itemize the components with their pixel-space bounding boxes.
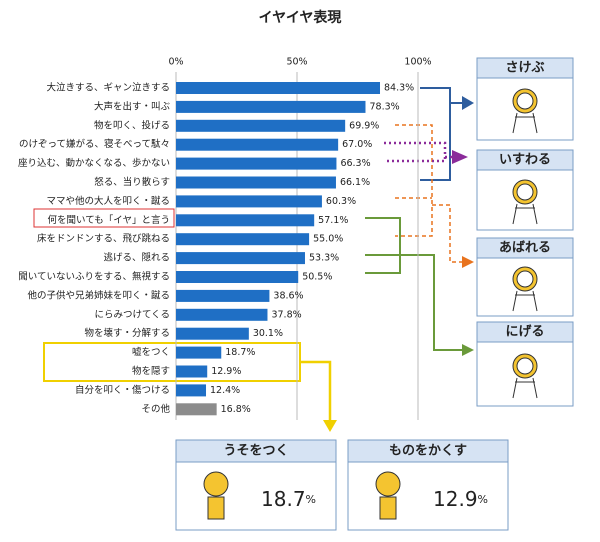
bar	[176, 384, 207, 397]
value-label: 66.1%	[340, 177, 370, 188]
callout-value: 18.7%	[261, 487, 316, 511]
bar	[176, 365, 208, 378]
value-label: 50.5%	[302, 272, 332, 283]
value-label: 12.4%	[210, 385, 240, 396]
category-label: ママや他の大人を叩く・蹴る	[46, 195, 170, 207]
value-label: 69.9%	[349, 120, 379, 131]
category-label: 大声を出す・叫ぶ	[94, 100, 171, 112]
icon	[379, 496, 397, 520]
value-label: 55.0%	[313, 234, 343, 245]
bar	[176, 308, 268, 321]
bar	[176, 176, 336, 189]
value-label: 18.7%	[225, 347, 255, 358]
callout-unit: %	[478, 493, 488, 506]
callout-unit: %	[306, 493, 316, 506]
category-label: 大泣きする、ギャン泣きする	[46, 82, 170, 94]
category-label: 逃げる、隠れる	[103, 252, 170, 264]
category-label: にらみつけてくる	[94, 309, 170, 320]
group-header	[476, 237, 574, 259]
value-label: 16.8%	[221, 404, 251, 415]
value-label: 67.0%	[342, 139, 372, 150]
callout-value: 12.9%	[433, 487, 488, 511]
group-header	[476, 149, 574, 171]
x-tick-label: 100%	[404, 57, 431, 68]
bar	[176, 271, 299, 283]
icon	[512, 290, 538, 312]
bar	[176, 233, 310, 246]
icon	[516, 183, 534, 201]
x-tick-label: 0%	[168, 57, 183, 68]
bar	[176, 82, 381, 94]
bar	[176, 403, 217, 416]
group-label: さけぶ	[505, 61, 544, 76]
value-label: 57.1%	[318, 215, 348, 226]
bar	[176, 214, 315, 227]
callout-number: 12.9	[433, 487, 478, 511]
icon	[207, 496, 225, 520]
value-label: 38.6%	[273, 290, 303, 301]
bar	[176, 289, 270, 302]
value-label: 12.9%	[211, 366, 241, 377]
icon	[512, 203, 538, 225]
connectors	[300, 87, 474, 432]
icon	[516, 92, 534, 110]
icon	[516, 270, 534, 288]
group-label: にげる	[505, 324, 544, 340]
callout-header	[347, 439, 509, 463]
bar	[176, 252, 305, 265]
bar	[176, 157, 337, 170]
value-label: 30.1%	[253, 328, 283, 339]
value-label: 53.3%	[309, 253, 339, 264]
x-tick-label: 50%	[286, 57, 307, 68]
category-label: 物を叩く、投げる	[94, 119, 170, 131]
category-label: 物を壊す・分解する	[84, 327, 170, 339]
bar	[176, 138, 339, 151]
callout-number: 18.7	[261, 487, 306, 511]
icon	[516, 357, 534, 375]
icon	[512, 112, 538, 134]
category-label: その他	[141, 403, 170, 415]
icon	[512, 377, 538, 399]
bar	[176, 195, 322, 208]
group-label: いすわる	[499, 153, 551, 168]
value-label: 84.3%	[384, 83, 414, 94]
chart-title: イヤイヤ表現	[259, 9, 342, 26]
bar	[176, 346, 222, 359]
icon	[375, 471, 401, 497]
category-label: 聞いていないふりをする、無視する	[18, 271, 170, 283]
value-label: 78.3%	[369, 101, 399, 112]
group-header	[476, 57, 574, 79]
icon	[203, 471, 229, 497]
group-label: あばれる	[499, 241, 551, 256]
group-header	[476, 321, 574, 343]
highlight-box	[33, 208, 175, 228]
category-label: のけぞって嫌がる、寝そべって駄々	[19, 138, 170, 150]
callout-header	[175, 439, 337, 463]
category-label: 他の子供や兄弟姉妹を叩く・蹴る	[27, 289, 170, 301]
category-label: 座り込む、動かなくなる、歩かない	[18, 157, 170, 169]
bar	[176, 327, 249, 340]
callout-label: うそをつく	[223, 444, 288, 459]
value-label: 60.3%	[326, 196, 356, 207]
value-label: 37.8%	[271, 309, 301, 320]
bar	[176, 100, 366, 113]
value-label: 66.3%	[340, 158, 370, 169]
category-label: 物を隠す	[132, 365, 170, 377]
category-label: 何を聞いても「イヤ」と言う	[48, 214, 170, 226]
category-label: 自分を叩く・傷つける	[75, 384, 170, 396]
bar	[176, 119, 346, 132]
category-label: 床をドンドンする、飛び跳ねる	[37, 233, 170, 245]
category-label: 怒る、当り散らす	[94, 176, 170, 188]
callout-label: ものをかくす	[389, 444, 467, 459]
highlight-box	[43, 342, 301, 382]
category-label: 嘘をつく	[132, 346, 170, 358]
